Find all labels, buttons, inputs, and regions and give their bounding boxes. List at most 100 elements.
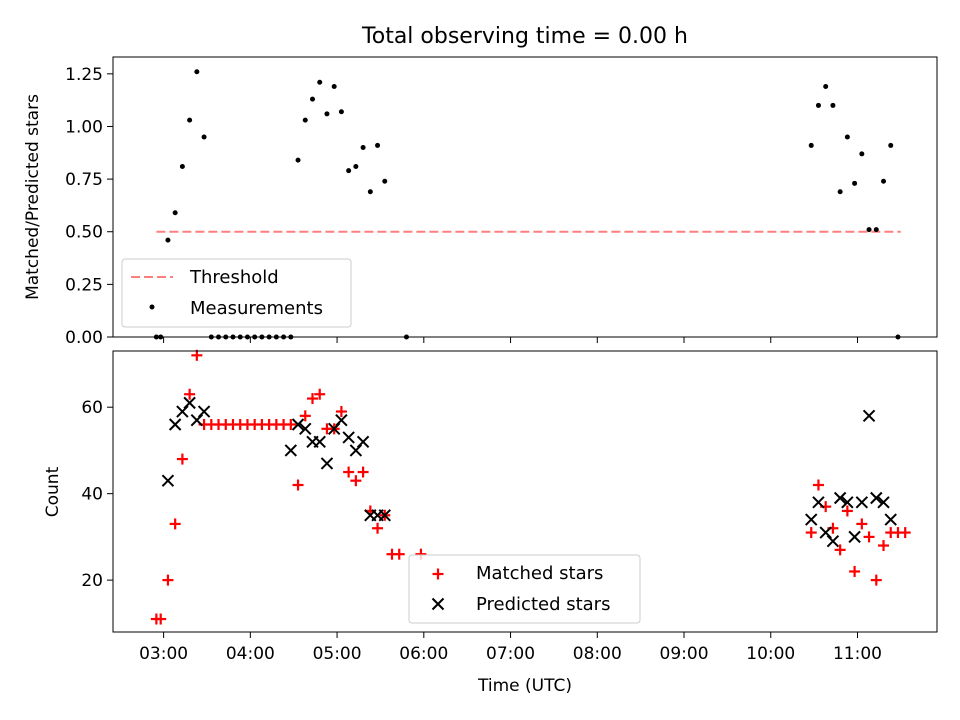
predicted-star-point (335, 413, 348, 427)
bottom-legend: Matched stars Predicted stars (408, 554, 641, 624)
top-plot: 0.00 0.25 0.50 0.75 1.00 1.25 Matched/Predict… (23, 56, 938, 348)
measurement-point (317, 79, 323, 85)
matched-star-point (357, 466, 369, 478)
measurement-point (844, 134, 850, 140)
matched-star-point (899, 527, 911, 539)
measurement-point (837, 189, 843, 195)
matched-star-point (176, 453, 188, 465)
top-legend-box (121, 258, 352, 328)
predicted-star-point (190, 413, 204, 427)
predicted-star-point (841, 496, 854, 509)
top-y-axis-label: Matched/Predicted stars (23, 94, 43, 300)
bottom-plot-frame (112, 350, 938, 633)
matched-star-point (812, 479, 824, 491)
measurement-point (367, 189, 373, 195)
legend-matched-label: Matched stars (476, 563, 603, 584)
predicted-star-point (855, 496, 869, 509)
legend-predicted-swatch (431, 597, 445, 611)
measurement-point (302, 117, 308, 123)
bottom-y-tick-label: 60 (81, 398, 103, 418)
measurement-point (382, 178, 388, 184)
measurement-point (888, 142, 894, 148)
legend-threshold-label: Threshold (189, 267, 279, 288)
bottom-y-tick-label: 40 (81, 485, 103, 505)
bottom-x-tick-label: 05:00 (313, 644, 362, 664)
predicted-star-point (877, 496, 890, 509)
legend-predicted-label: Predicted stars (476, 594, 610, 615)
matched-star-point (169, 518, 181, 530)
predicted-star-point (299, 422, 312, 436)
bottom-y-axis-label: Count (43, 466, 63, 517)
matched-stars-points (150, 349, 911, 625)
matched-star-point (191, 349, 203, 361)
bottom-x-tick-label: 04:00 (226, 644, 275, 664)
matched-star-point (878, 540, 890, 552)
predicted-star-point (870, 491, 883, 505)
matched-star-point (372, 522, 384, 534)
predicted-star-point (862, 409, 876, 423)
legend-predicted-marker (431, 597, 445, 611)
top-plot-frame (112, 56, 938, 338)
bottom-x-tick-label: 11:00 (833, 644, 882, 664)
predicted-star-point (342, 431, 355, 444)
matched-star-point (155, 613, 167, 625)
measurement-point (815, 102, 821, 108)
measurement-point (165, 237, 171, 243)
measurement-point (360, 145, 366, 151)
measurement-point (201, 134, 207, 140)
matched-star-point (162, 574, 174, 586)
measurement-point (179, 163, 185, 169)
measurement-point (866, 227, 872, 233)
bottom-x-tick-label: 03:00 (139, 644, 188, 664)
matched-star-point (870, 574, 882, 586)
legend-measurements-swatch (149, 304, 155, 310)
predicted-star-point (812, 496, 825, 509)
measurement-point (830, 102, 836, 108)
matched-star-point (343, 466, 355, 478)
predicted-star-point (327, 422, 341, 436)
bottom-x-tick-label: 06:00 (399, 644, 448, 664)
matched-star-point (306, 393, 318, 405)
predicted-star-point (356, 435, 370, 448)
top-legend: Threshold Measurements (121, 258, 352, 328)
measurement-point (859, 151, 865, 157)
bottom-x-tick-label: 08:00 (573, 644, 622, 664)
predicted-star-point (833, 491, 847, 505)
top-y-axis-ticks: 0.00 0.25 0.50 0.75 1.00 1.25 (65, 65, 113, 348)
matched-star-point (350, 475, 362, 487)
predicted-star-point (320, 457, 334, 470)
predicted-stars-points (161, 396, 897, 548)
measurement-point (331, 83, 337, 89)
measurement-point (172, 210, 178, 216)
measurement-point (353, 163, 359, 169)
matched-star-point (285, 418, 297, 430)
matched-star-point (856, 518, 868, 530)
predicted-star-point (176, 405, 189, 418)
top-y-tick-label: 0.75 (65, 170, 103, 190)
measurement-point (852, 180, 858, 186)
matched-star-point (299, 410, 311, 422)
matched-star-point (834, 544, 846, 556)
measurement-point (295, 157, 301, 163)
legend-matched-marker (432, 568, 444, 580)
measurement-point (194, 69, 200, 75)
predicted-star-point (848, 530, 861, 544)
matched-star-point (863, 531, 875, 543)
matched-star-point (292, 479, 304, 491)
matched-star-point (314, 388, 326, 400)
measurement-point (309, 96, 315, 102)
bottom-plot: 20 40 60 03:00 04:00 05:00 06:00 07:00 08:00 09:… (43, 349, 938, 696)
measurement-point (808, 142, 814, 148)
predicted-star-point (819, 526, 832, 539)
measurement-point (324, 111, 330, 117)
top-y-tick-label: 0.50 (65, 223, 103, 243)
matched-star-point (805, 527, 817, 539)
top-x-axis-ticks (163, 337, 858, 343)
chart-title: Total observing time = 0.00 h (361, 24, 688, 49)
predicted-star-point (826, 535, 840, 548)
legend-matched-swatch (432, 568, 444, 580)
bottom-x-tick-label: 09:00 (660, 644, 709, 664)
predicted-star-point (805, 513, 818, 526)
measurement-point (375, 142, 381, 148)
